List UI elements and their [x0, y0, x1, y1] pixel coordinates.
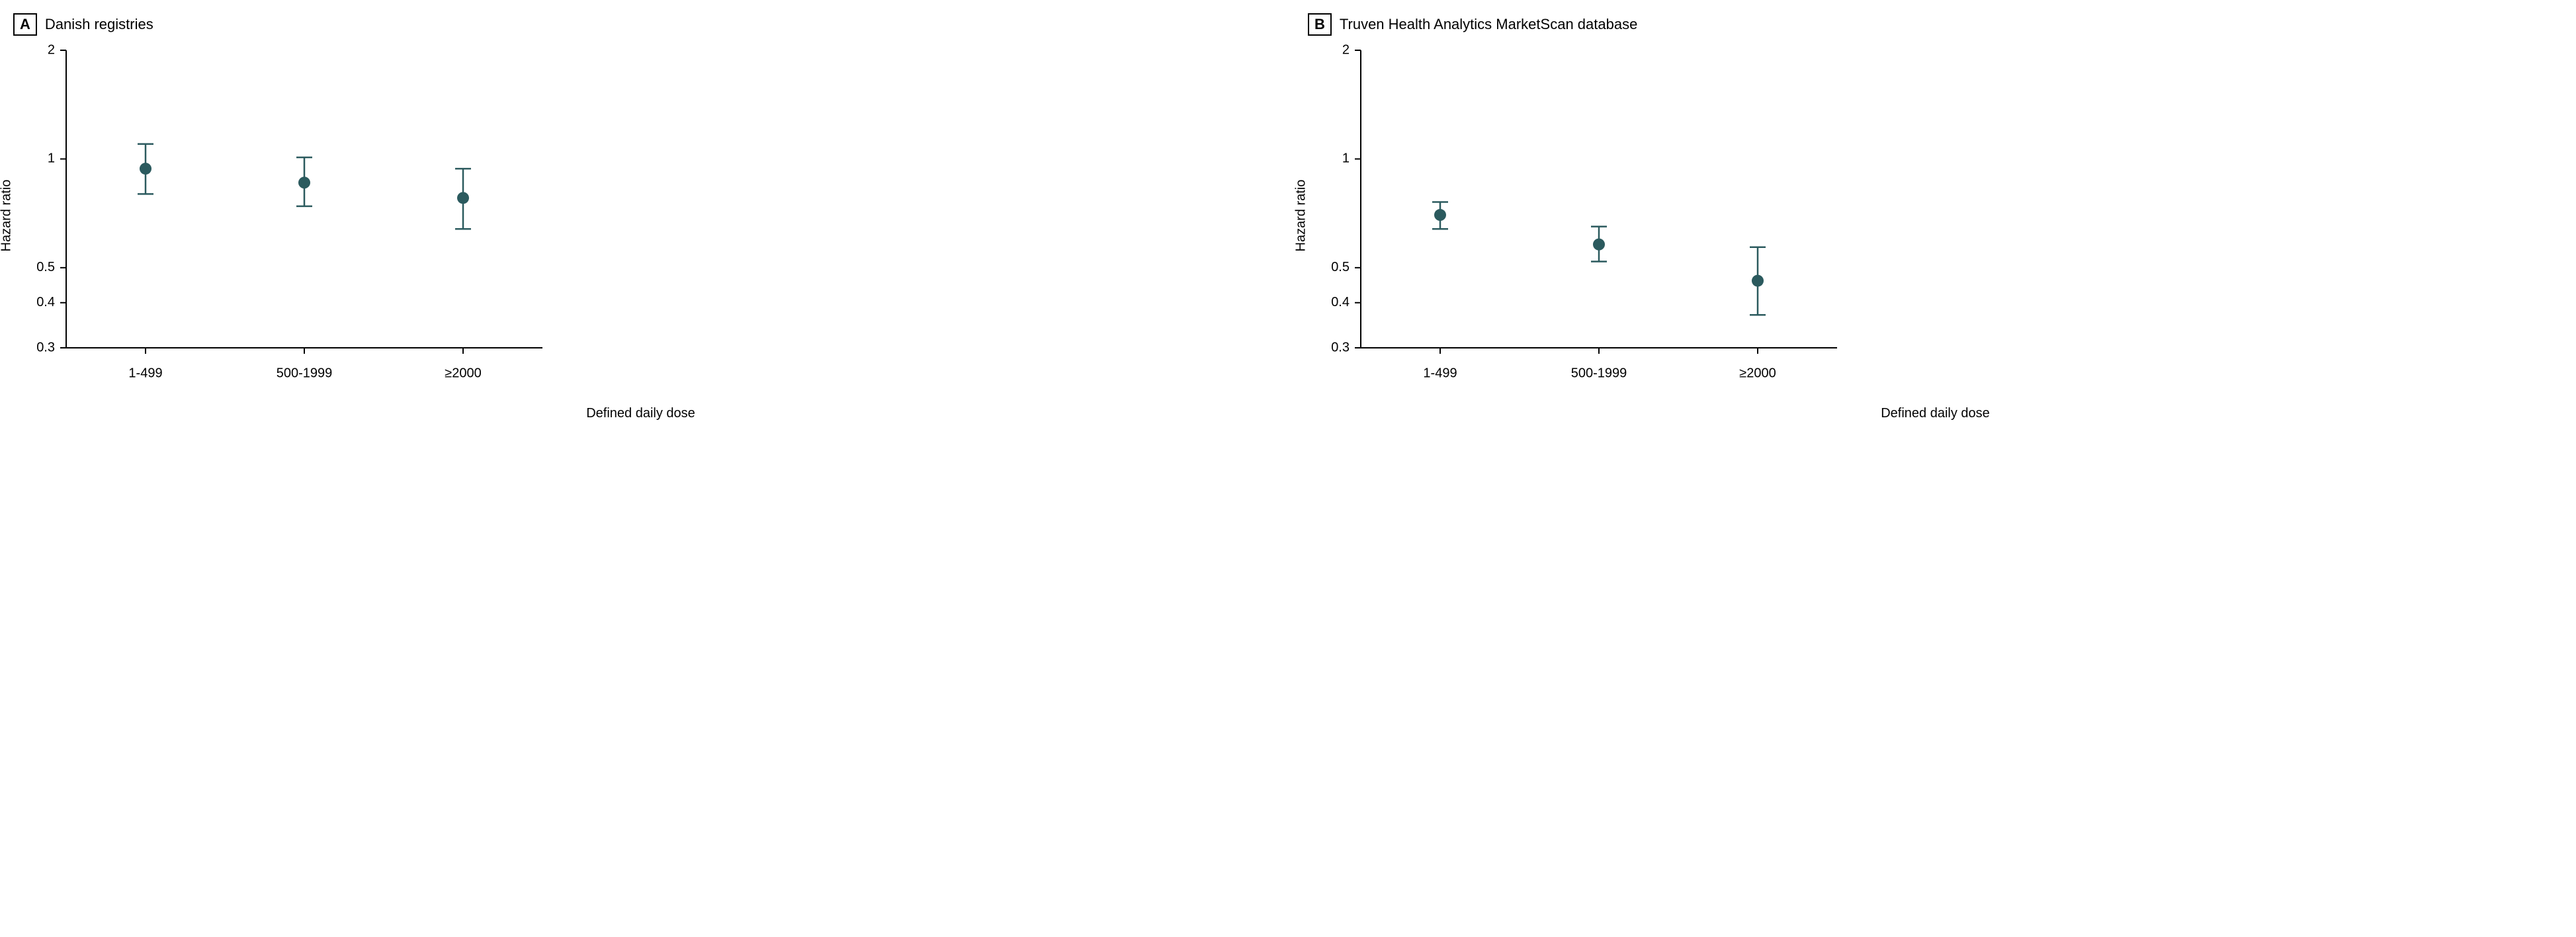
chart-svg: 0.3 0.4 0.5 1 2 1-499 500-1999 ≥2000 — [1308, 44, 1877, 387]
y-tick-label: 0.5 — [1331, 260, 1350, 274]
data-marker — [457, 192, 469, 204]
y-tick-label: 2 — [1342, 44, 1350, 57]
panel-title: Danish registries — [45, 16, 153, 33]
y-tick-label: 0.5 — [36, 260, 55, 274]
x-tick-label: ≥2000 — [1739, 366, 1776, 381]
panel-letter: B — [1308, 13, 1332, 36]
data-marker — [1593, 239, 1605, 251]
panel-title: Truven Health Analytics MarketScan datab… — [1340, 16, 1637, 33]
panel-header: A Danish registries — [13, 13, 1268, 36]
x-tick-label: 500-1999 — [277, 366, 333, 381]
y-tick-label: 0.3 — [1331, 340, 1350, 354]
panels-container: A Danish registries Hazard ratio 0.3 0.4 0.5 1… — [13, 13, 2563, 421]
x-tick-label: ≥2000 — [445, 366, 481, 381]
y-tick-label: 1 — [1342, 151, 1350, 166]
y-tick-label: 1 — [48, 151, 55, 166]
y-tick-label: 0.4 — [1331, 295, 1350, 309]
y-axis-label: Hazard ratio — [0, 180, 15, 252]
data-marker — [140, 163, 151, 175]
panel: ADanish registriesHazard ratio0.30.40.51… — [13, 13, 1268, 421]
y-tick-label: 0.3 — [36, 340, 55, 354]
y-tick-label: 0.4 — [36, 295, 55, 309]
x-tick-label: 500-1999 — [1571, 366, 1627, 381]
x-axis-label: Defined daily dose — [13, 406, 1268, 421]
x-tick-label: 1-499 — [128, 366, 162, 381]
x-tick-label: 1-499 — [1423, 366, 1457, 381]
data-marker — [298, 177, 310, 188]
y-axis-label: Hazard ratio — [1294, 180, 1309, 252]
panel: B Truven Health Analytics MarketScan data… — [1308, 13, 2563, 421]
chart-wrap: Hazard ratio0.30.40.5121-499500-1999≥200… — [1308, 44, 2563, 387]
chart-svg: 0.3 0.4 0.5 1 2 1-499 500-1999 ≥2000 — [13, 44, 582, 387]
x-axis-label: Defined daily dose — [1308, 406, 2563, 421]
panel-header: B Truven Health Analytics MarketScan data… — [1308, 13, 2563, 36]
y-tick-label: 2 — [48, 44, 55, 57]
data-marker — [1434, 209, 1446, 221]
data-marker — [1752, 275, 1764, 287]
panel-letter: A — [13, 13, 37, 36]
chart-wrap: Hazard ratio0.30.40.5121-499500-1999≥200… — [13, 44, 1268, 387]
